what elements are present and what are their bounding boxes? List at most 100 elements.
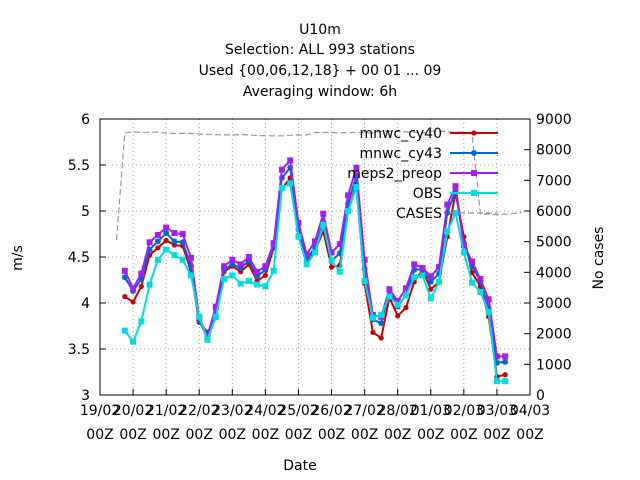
data-point-meps2_preop (419, 265, 426, 272)
data-point-meps2_preop (328, 249, 335, 256)
data-point-mnwc_cy40 (163, 237, 169, 244)
y-tick-label: 6 (81, 112, 90, 128)
data-point-OBS (411, 274, 418, 281)
data-point-meps2_preop (212, 303, 219, 310)
y2-tick-label: 2000 (536, 327, 572, 343)
data-point-meps2_preop (361, 256, 368, 263)
data-point-OBS (469, 279, 476, 286)
y2-tick-label: 3000 (536, 296, 572, 312)
data-point-OBS (402, 292, 409, 299)
axes (99, 118, 531, 396)
data-point-meps2_preop (287, 157, 294, 164)
data-point-OBS (295, 233, 302, 240)
data-point-mnwc_cy40 (122, 293, 128, 300)
data-point-mnwc_cy40 (469, 270, 475, 276)
x-tick-label-time: 00Z (252, 427, 279, 443)
data-point-mnwc_cy43 (187, 263, 194, 270)
data-point-meps2_preop (411, 261, 418, 268)
y-tick-label: 5.5 (68, 158, 90, 174)
data-point-mnwc_cy43 (411, 266, 418, 273)
data-point-OBS (204, 336, 211, 343)
data-point-meps2_preop (121, 267, 128, 274)
series-OBS (121, 180, 509, 385)
data-point-OBS (229, 272, 236, 279)
legend: mnwc_cy40 mnwc_cy43 meps2_preop OBS CASES (347, 126, 498, 222)
data-point-meps2_preop (320, 210, 327, 217)
data-point-OBS (477, 288, 484, 295)
data-point-mnwc_cy40 (138, 283, 144, 290)
y-axis-label: m/s (10, 245, 26, 271)
legend-label-meps2_preop: meps2_preop (347, 166, 442, 182)
data-point-OBS (369, 314, 376, 321)
legend-label-mnwc_cy43: mnwc_cy43 (360, 146, 442, 162)
data-point-mnwc_cy43 (502, 358, 509, 365)
y2-tick-label: 7000 (536, 173, 572, 189)
data-point-meps2_preop (477, 276, 484, 283)
data-point-mnwc_cy43 (444, 209, 451, 216)
data-point-OBS (361, 277, 368, 284)
data-point-meps2_preop (221, 263, 228, 270)
data-point-mnwc_cy43 (171, 238, 178, 245)
x-tick-label-date: 26/02 (311, 403, 351, 419)
data-point-meps2_preop (163, 224, 170, 231)
data-point-OBS (262, 283, 269, 290)
x-tick-label-time: 00Z (516, 427, 543, 443)
data-point-OBS (345, 208, 352, 214)
data-point-OBS (287, 180, 294, 187)
legend-marker-mnwc_cy40 (471, 130, 477, 136)
data-point-OBS (270, 267, 277, 274)
data-point-mnwc_cy43 (361, 265, 368, 272)
data-point-mnwc_cy43 (295, 226, 302, 233)
data-point-mnwc_cy43 (469, 263, 476, 270)
x-tick-label-time: 00Z (119, 427, 146, 443)
data-point-mnwc_cy43 (312, 243, 318, 250)
data-point-meps2_preop (394, 298, 401, 305)
x-tick-label-time: 00Z (285, 427, 312, 443)
data-point-meps2_preop (353, 164, 360, 171)
y-tick-label: 3 (81, 388, 90, 404)
data-point-meps2_preop (469, 258, 476, 265)
data-point-meps2_preop (154, 231, 161, 238)
data-point-OBS (146, 281, 153, 288)
data-point-meps2_preop (303, 251, 310, 258)
y-tick-label: 3.5 (68, 342, 90, 358)
data-point-meps2_preop (146, 239, 153, 246)
data-point-mnwc_cy40 (328, 264, 335, 270)
data-point-mnwc_cy43 (138, 276, 145, 283)
series-line-mnwc_cy40 (124, 175, 506, 378)
data-point-mnwc_cy43 (154, 238, 161, 245)
data-point-mnwc_cy43 (493, 359, 500, 366)
data-point-meps2_preop (278, 166, 285, 173)
data-point-OBS (196, 313, 203, 320)
x-tick-label-date: 22/02 (179, 403, 219, 419)
data-point-mnwc_cy43 (436, 270, 443, 277)
x-tick-label-date: 23/02 (212, 403, 252, 419)
data-point-OBS (493, 378, 500, 385)
data-point-meps2_preop (460, 242, 467, 249)
y2-tick-label: 9000 (536, 112, 572, 128)
data-point-mnwc_cy40 (155, 245, 161, 251)
data-point-OBS (237, 280, 244, 287)
x-tick-label-date: 03/03 (477, 403, 517, 419)
data-point-meps2_preop (427, 273, 434, 280)
y-tick-label: 4 (81, 296, 90, 312)
y2-tick-label: 8000 (536, 143, 572, 159)
data-point-mnwc_cy43 (237, 265, 244, 272)
legend-marker-mnwc_cy43 (471, 150, 477, 156)
data-point-meps2_preop (493, 353, 500, 360)
x-tick-label-time: 00Z (86, 427, 113, 443)
x-tick-label-date: 27/02 (344, 403, 384, 419)
y-tick-label: 5 (81, 204, 90, 220)
data-point-mnwc_cy43 (229, 261, 236, 268)
chart-title: U10m Selection: ALL 993 stations Used {0… (199, 22, 442, 100)
legend-label-CASES: CASES (396, 206, 442, 222)
data-point-OBS (485, 309, 492, 316)
data-point-meps2_preop (171, 230, 178, 237)
data-point-mnwc_cy40 (502, 372, 508, 378)
data-point-OBS (436, 278, 443, 285)
data-point-meps2_preop (204, 333, 211, 340)
data-point-OBS (212, 313, 219, 320)
y2-tick-label: 0 (536, 388, 545, 404)
data-point-OBS (386, 293, 393, 300)
